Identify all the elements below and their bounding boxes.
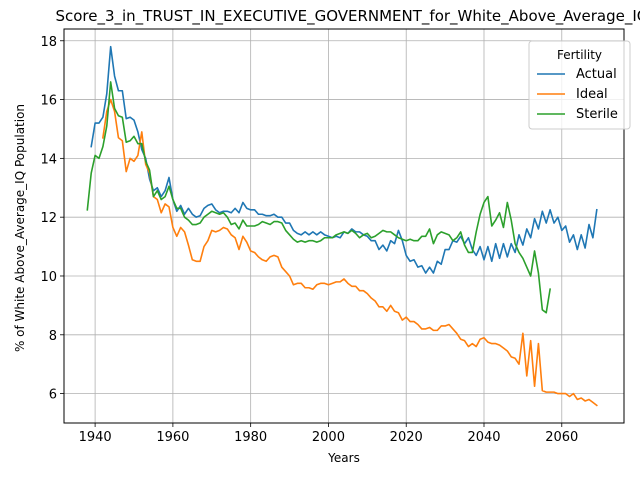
x-tick-label: 1960 [156, 430, 189, 445]
x-tick-label: 1980 [234, 430, 267, 445]
y-tick-label: 10 [40, 270, 57, 285]
legend-label-ideal: Ideal [576, 87, 608, 102]
y-axis-label: % of White Above_Average_IQ Population [13, 104, 27, 352]
x-tick-label: 2040 [467, 430, 500, 445]
legend: Fertility Actual Ideal Sterile [529, 41, 630, 129]
x-tick-label: 1940 [79, 430, 112, 445]
y-tick-label: 14 [40, 152, 57, 167]
y-tick-label: 12 [40, 211, 57, 226]
y-tick-label: 8 [49, 329, 57, 344]
legend-label-actual: Actual [576, 67, 617, 82]
x-tick-label: 2000 [312, 430, 345, 445]
y-tick-label: 16 [40, 94, 57, 109]
y-tick-label: 18 [40, 35, 57, 50]
legend-label-sterile: Sterile [576, 107, 618, 122]
x-tick-label: 2060 [545, 430, 578, 445]
x-axis-label: Years [327, 451, 360, 465]
y-tick-label: 6 [49, 388, 57, 403]
x-tick-label: 2020 [390, 430, 423, 445]
legend-title: Fertility [557, 48, 602, 62]
chart-title: Score_3_in_TRUST_IN_EXECUTIVE_GOVERNMENT… [55, 7, 640, 26]
